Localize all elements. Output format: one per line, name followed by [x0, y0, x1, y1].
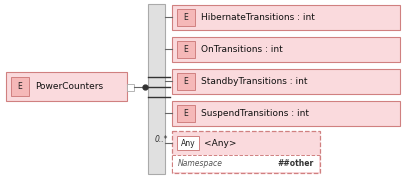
- Text: OnTransitions : int: OnTransitions : int: [201, 45, 283, 54]
- Text: PowerCounters: PowerCounters: [35, 82, 103, 91]
- Text: Namespace: Namespace: [178, 159, 223, 168]
- Bar: [172, 101, 400, 126]
- Bar: [172, 37, 400, 62]
- Text: E: E: [183, 13, 188, 22]
- Bar: [172, 5, 400, 30]
- Bar: [177, 73, 195, 90]
- Bar: [148, 4, 165, 174]
- Bar: [127, 83, 134, 91]
- Bar: [177, 41, 195, 58]
- Bar: [6, 72, 127, 101]
- Text: HibernateTransitions : int: HibernateTransitions : int: [201, 13, 315, 22]
- Bar: [172, 69, 400, 94]
- Text: ##other: ##other: [278, 159, 314, 168]
- Text: E: E: [183, 109, 188, 118]
- Bar: [177, 105, 195, 122]
- Bar: [177, 9, 195, 26]
- Text: SuspendTransitions : int: SuspendTransitions : int: [201, 109, 309, 118]
- Bar: [11, 77, 29, 96]
- Text: E: E: [18, 82, 22, 91]
- Text: <Any>: <Any>: [204, 139, 237, 147]
- Text: Any: Any: [181, 139, 195, 147]
- Bar: [172, 131, 320, 173]
- Text: E: E: [183, 45, 188, 54]
- Bar: [177, 136, 199, 150]
- Text: 0..*: 0..*: [154, 134, 168, 144]
- Text: E: E: [183, 77, 188, 86]
- Bar: [173, 155, 319, 172]
- Text: StandbyTransitions : int: StandbyTransitions : int: [201, 77, 307, 86]
